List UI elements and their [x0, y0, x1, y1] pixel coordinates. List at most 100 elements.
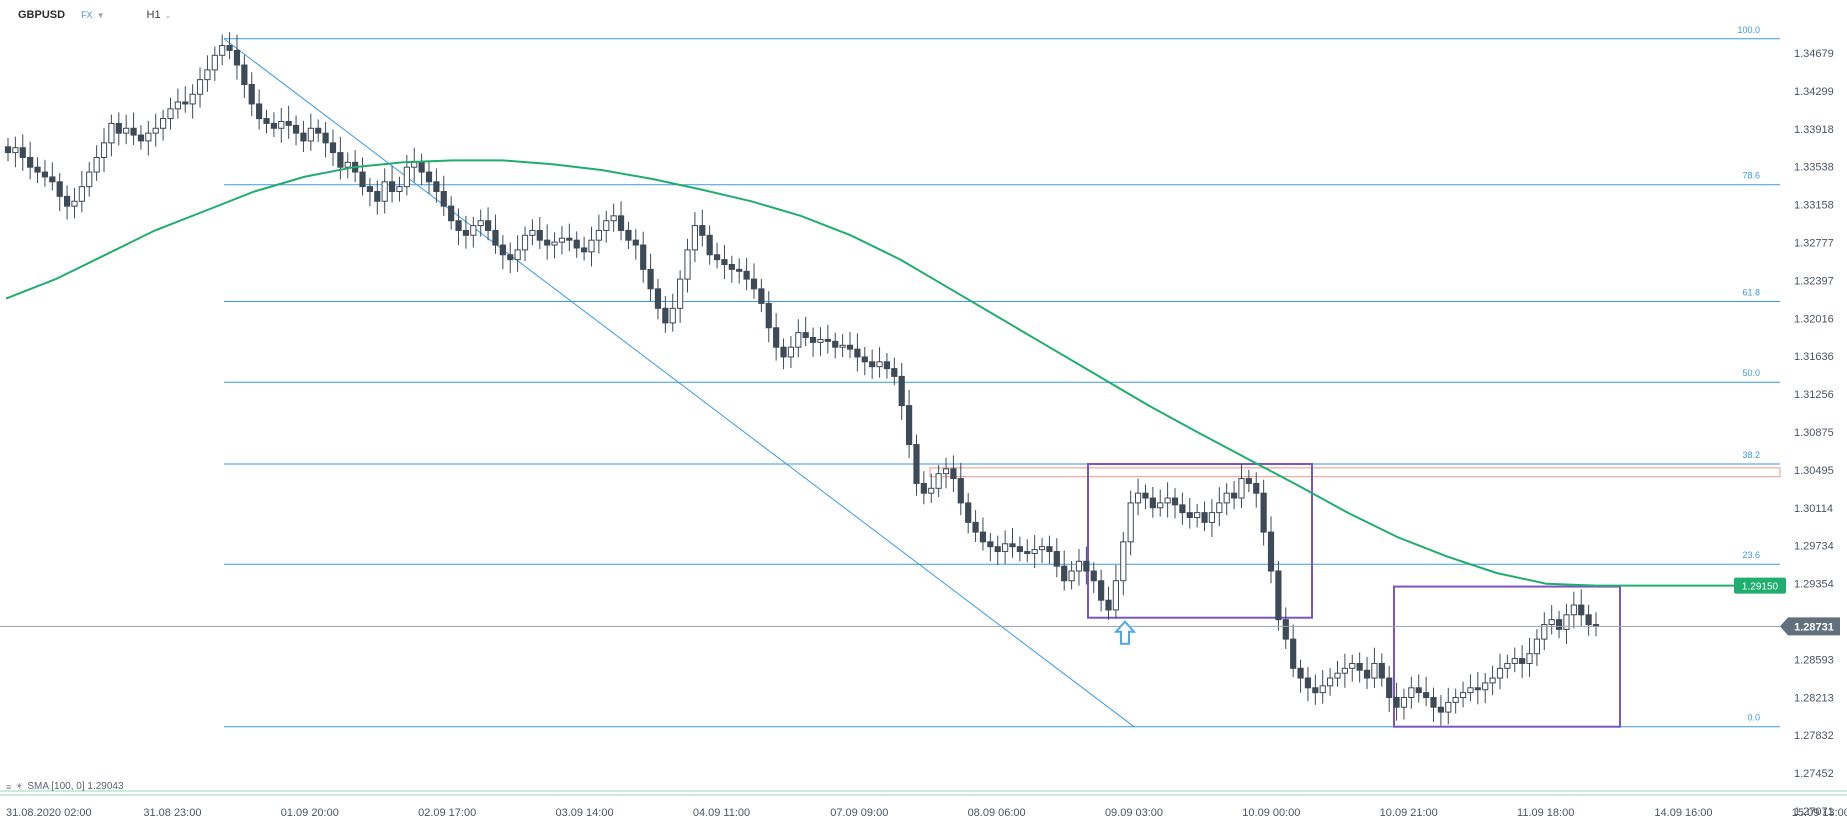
candle[interactable]	[1474, 687, 1481, 691]
visibility-icon[interactable]: ☀	[15, 781, 24, 791]
candle[interactable]	[1201, 512, 1208, 523]
candle[interactable]	[861, 356, 868, 363]
candle[interactable]	[617, 215, 625, 231]
candle[interactable]	[137, 134, 145, 142]
candle[interactable]	[1208, 512, 1216, 523]
candle[interactable]	[832, 340, 839, 348]
candle[interactable]	[1223, 492, 1230, 504]
candle[interactable]	[27, 156, 34, 168]
candle[interactable]	[499, 244, 506, 256]
candle[interactable]	[677, 278, 684, 309]
candle[interactable]	[507, 254, 514, 261]
candle[interactable]	[285, 120, 292, 126]
candle[interactable]	[1194, 512, 1201, 518]
candle[interactable]	[455, 220, 462, 231]
candle[interactable]	[750, 278, 758, 290]
candle[interactable]	[603, 220, 610, 231]
candle[interactable]	[1408, 687, 1415, 699]
candle[interactable]	[965, 502, 972, 523]
candle[interactable]	[152, 127, 159, 134]
candle[interactable]	[1002, 543, 1009, 553]
candle[interactable]	[854, 348, 861, 358]
sma-line[interactable]	[5, 159, 1597, 587]
candle[interactable]	[1164, 497, 1171, 504]
candle[interactable]	[691, 225, 699, 251]
candle[interactable]	[640, 244, 647, 270]
candle[interactable]	[307, 127, 314, 142]
candle[interactable]	[403, 166, 410, 188]
candle[interactable]	[957, 478, 964, 504]
candle[interactable]	[809, 336, 817, 343]
candle[interactable]	[71, 200, 78, 207]
candle[interactable]	[588, 239, 595, 253]
candle[interactable]	[1437, 706, 1444, 713]
candle[interactable]	[100, 142, 108, 158]
candle[interactable]	[699, 225, 706, 236]
candle[interactable]	[1570, 604, 1577, 616]
candle[interactable]	[329, 142, 337, 154]
candle[interactable]	[1541, 624, 1548, 640]
candle[interactable]	[1068, 570, 1075, 582]
candle[interactable]	[396, 186, 403, 193]
candle[interactable]	[182, 101, 189, 105]
candle[interactable]	[1327, 677, 1334, 687]
candle[interactable]	[1157, 502, 1164, 509]
candle[interactable]	[1563, 614, 1570, 630]
candle[interactable]	[891, 368, 898, 377]
candle[interactable]	[56, 181, 63, 197]
candle[interactable]	[972, 521, 979, 533]
candle[interactable]	[1275, 570, 1282, 621]
candle[interactable]	[1445, 701, 1452, 713]
candle[interactable]	[492, 229, 499, 246]
chevron-down-icon[interactable]: ⌄	[164, 10, 172, 20]
candle[interactable]	[374, 191, 381, 202]
candle[interactable]	[1031, 549, 1038, 554]
candle[interactable]	[669, 307, 676, 324]
candle[interactable]	[381, 181, 388, 202]
candle[interactable]	[1423, 692, 1430, 699]
candle[interactable]	[625, 229, 632, 241]
candle[interactable]	[521, 234, 529, 251]
candle[interactable]	[470, 225, 477, 236]
candle[interactable]	[876, 361, 883, 368]
candle[interactable]	[1400, 697, 1408, 708]
candle[interactable]	[1120, 541, 1127, 582]
candle[interactable]	[448, 205, 455, 222]
candle[interactable]	[78, 186, 85, 202]
chart-header[interactable]: GBPUSD FX ▼ H1 ⌄	[18, 9, 171, 21]
candle[interactable]	[315, 127, 322, 134]
candle[interactable]	[241, 64, 248, 85]
candle[interactable]	[211, 54, 218, 71]
candle[interactable]	[1378, 662, 1385, 679]
candle[interactable]	[1105, 599, 1112, 611]
candle[interactable]	[130, 127, 137, 136]
candle[interactable]	[1179, 504, 1186, 514]
timeframe-label[interactable]: H1	[146, 9, 161, 21]
candle[interactable]	[359, 171, 366, 188]
candle[interactable]	[551, 241, 558, 246]
candle[interactable]	[721, 259, 728, 266]
candle[interactable]	[1230, 492, 1238, 499]
candle[interactable]	[462, 229, 470, 236]
candle[interactable]	[928, 487, 935, 494]
candle[interactable]	[322, 132, 329, 144]
candle[interactable]	[19, 147, 26, 158]
candle[interactable]	[12, 147, 19, 154]
candle[interactable]	[477, 220, 484, 227]
candle[interactable]	[248, 83, 255, 105]
candle[interactable]	[1459, 692, 1467, 699]
candle[interactable]	[1245, 478, 1252, 484]
candle[interactable]	[1024, 551, 1031, 554]
candle[interactable]	[41, 171, 49, 178]
candle[interactable]	[1098, 580, 1105, 601]
indicator-menu-icon[interactable]: ≡	[6, 781, 12, 792]
candle[interactable]	[1061, 565, 1068, 582]
candle[interactable]	[544, 239, 551, 246]
candle[interactable]	[411, 161, 418, 168]
candle[interactable]	[1489, 677, 1496, 684]
candle[interactable]	[920, 482, 927, 494]
candle[interactable]	[581, 247, 588, 253]
candle[interactable]	[514, 249, 521, 261]
candle[interactable]	[115, 122, 122, 134]
